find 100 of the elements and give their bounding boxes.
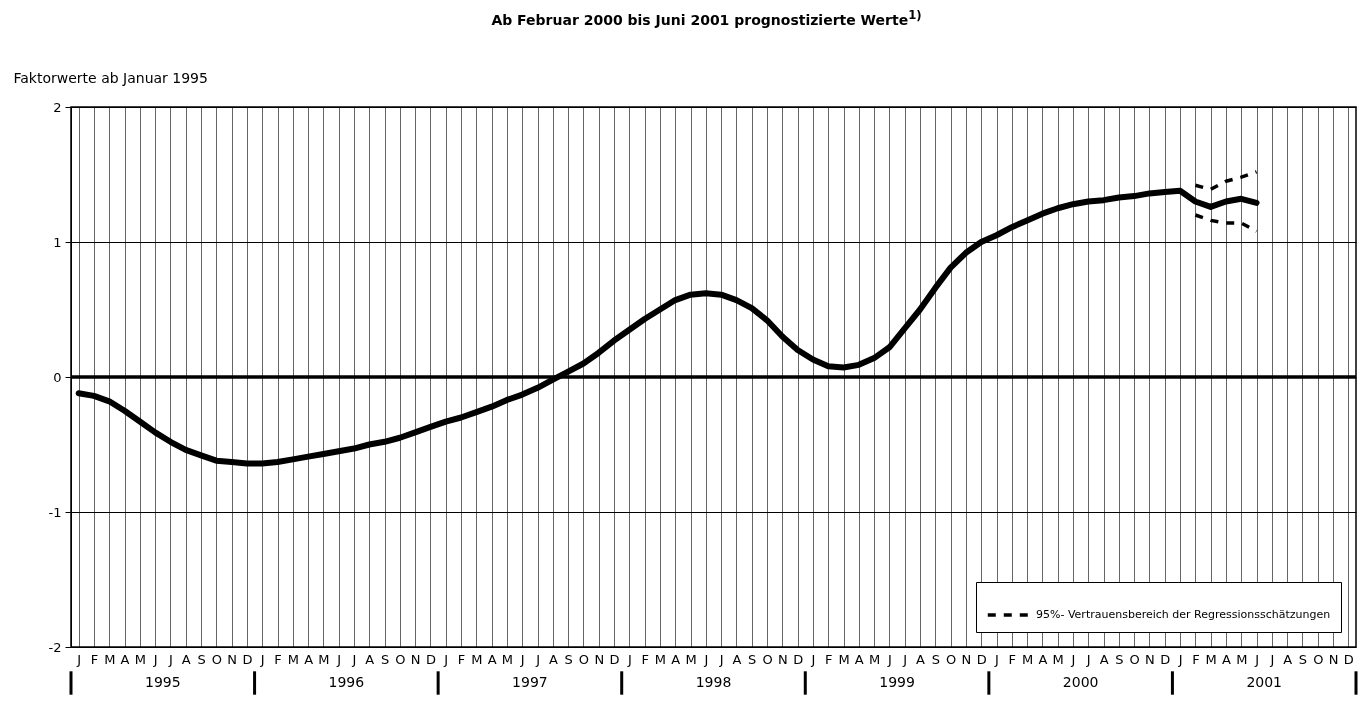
chart-title: Ab Februar 2000 bis Juni 2001 prognostizierte Werte$^{1)}$ [490, 8, 923, 28]
x-tick-label: N [227, 651, 237, 667]
x-tick-label: J [443, 651, 449, 667]
x-tick-label: O [1129, 651, 1140, 667]
line-series [1193, 213, 1259, 233]
x-tick-label: A [120, 651, 130, 667]
x-tick-label: M [471, 651, 483, 667]
x-tick-label: D [609, 651, 620, 667]
x-tick-label: A [671, 651, 681, 667]
x-tick-label: O [395, 651, 406, 667]
x-tick-label: F [824, 651, 833, 667]
x-tick-label: J [1177, 651, 1183, 667]
x-tick-label: S [564, 651, 573, 667]
x-tick-label: M [1021, 651, 1034, 667]
x-tick-label: M [134, 651, 146, 667]
x-tick-label: J [1254, 651, 1259, 667]
x-tick-label: J [76, 651, 82, 667]
x-tick-label: O [762, 651, 773, 667]
y-tick-label: 0 [53, 369, 62, 385]
x-tick-label: O [211, 651, 222, 667]
x-tick-label: J [626, 651, 632, 667]
line-series [1193, 170, 1259, 192]
y-axis-title: Faktorwerte ab Januar 1995 [13, 69, 208, 86]
x-tick-label: M [1236, 651, 1248, 667]
x-tick-label: S [1115, 651, 1124, 667]
x-tick-label: J [810, 651, 816, 667]
x-tick-label: S [748, 651, 757, 667]
text: 2000 [1062, 674, 1099, 690]
x-tick-label: N [410, 651, 421, 667]
x-tick-label: N [961, 651, 972, 667]
x-tick-label: S [197, 651, 206, 667]
y-tick-label: -1 [48, 504, 62, 520]
x-tick-label: A [854, 651, 864, 667]
x-tick-label: D [793, 651, 804, 667]
x-tick-label: F [1008, 651, 1017, 667]
x-tick-label: O [946, 651, 957, 667]
x-tick-label: S [931, 651, 940, 667]
x-tick-label: J [351, 651, 357, 667]
x-tick-label: A [732, 651, 742, 667]
x-tick-label: J [887, 651, 892, 667]
x-tick-label: N [594, 651, 605, 667]
y-tick-label: 1 [53, 234, 62, 250]
x-tick-label: S [380, 651, 390, 667]
x-tick-label: A [1283, 651, 1293, 667]
x-tick-label: A [1099, 651, 1109, 667]
x-tick-label: M [685, 651, 697, 667]
x-tick-label: A [181, 651, 191, 667]
x-tick-label: S [1298, 651, 1308, 667]
x-tick-label: N [777, 651, 788, 667]
x-tick-label: F [1192, 651, 1200, 667]
x-tick-label: M [1205, 651, 1217, 667]
x-tick-label: J [703, 651, 709, 667]
text: 1996 [328, 674, 365, 690]
x-tick-label: J [1269, 651, 1275, 667]
x-tick-label: J [902, 651, 908, 667]
x-tick-label: J [1070, 651, 1076, 667]
x-tick-label: J [259, 651, 265, 667]
x-tick-label: M [318, 651, 330, 667]
x-tick-label: D [1343, 651, 1354, 667]
text: 1999 [879, 674, 915, 690]
x-tick-label: M [104, 651, 116, 667]
x-tick-label: J [519, 651, 525, 667]
text: 1997 [512, 674, 548, 690]
x-tick-label: M [1052, 651, 1064, 667]
x-tick-label: N [1328, 651, 1339, 667]
x-tick-label: D [425, 651, 436, 667]
x-tick-label: A [365, 651, 375, 667]
text: 1998 [695, 674, 732, 690]
x-tick-label: A [1222, 651, 1232, 667]
x-tick-label: J [994, 651, 999, 667]
x-tick-label: A [916, 651, 926, 667]
x-tick-label: A [1038, 651, 1048, 667]
x-tick-label: A [548, 651, 558, 667]
x-tick-label: D [976, 651, 987, 667]
text: 2001 [1246, 674, 1283, 690]
x-tick-label: J [535, 651, 540, 667]
legend-label: 95%- Vertrauensbereich der Regressionsschätzungen [1036, 608, 1331, 621]
x-tick-label: D [1160, 651, 1171, 667]
x-tick-label: F [641, 651, 649, 667]
x-tick-label: J [152, 651, 158, 667]
x-tick-label: M [869, 651, 881, 667]
x-tick-label: O [578, 651, 590, 667]
x-tick-label: A [304, 651, 314, 667]
x-tick-label: F [274, 651, 282, 667]
x-tick-label: J [168, 651, 173, 667]
x-tick-label: F [457, 651, 466, 667]
x-tick-label: O [1313, 651, 1324, 667]
y-tick-label: 2 [53, 99, 62, 115]
x-tick-label: J [1085, 651, 1091, 667]
y-tick-label: -2 [48, 639, 62, 655]
x-tick-label: N [1145, 651, 1155, 667]
x-tick-label: M [501, 651, 514, 667]
x-tick-label: J [336, 651, 342, 667]
x-tick-label: F [90, 651, 99, 667]
x-tick-label: D [242, 651, 253, 667]
x-tick-label: M [838, 651, 850, 667]
x-tick-label: A [487, 651, 497, 667]
text: 1995 [144, 674, 181, 690]
x-tick-label: M [654, 651, 667, 667]
x-tick-label: M [287, 651, 299, 667]
